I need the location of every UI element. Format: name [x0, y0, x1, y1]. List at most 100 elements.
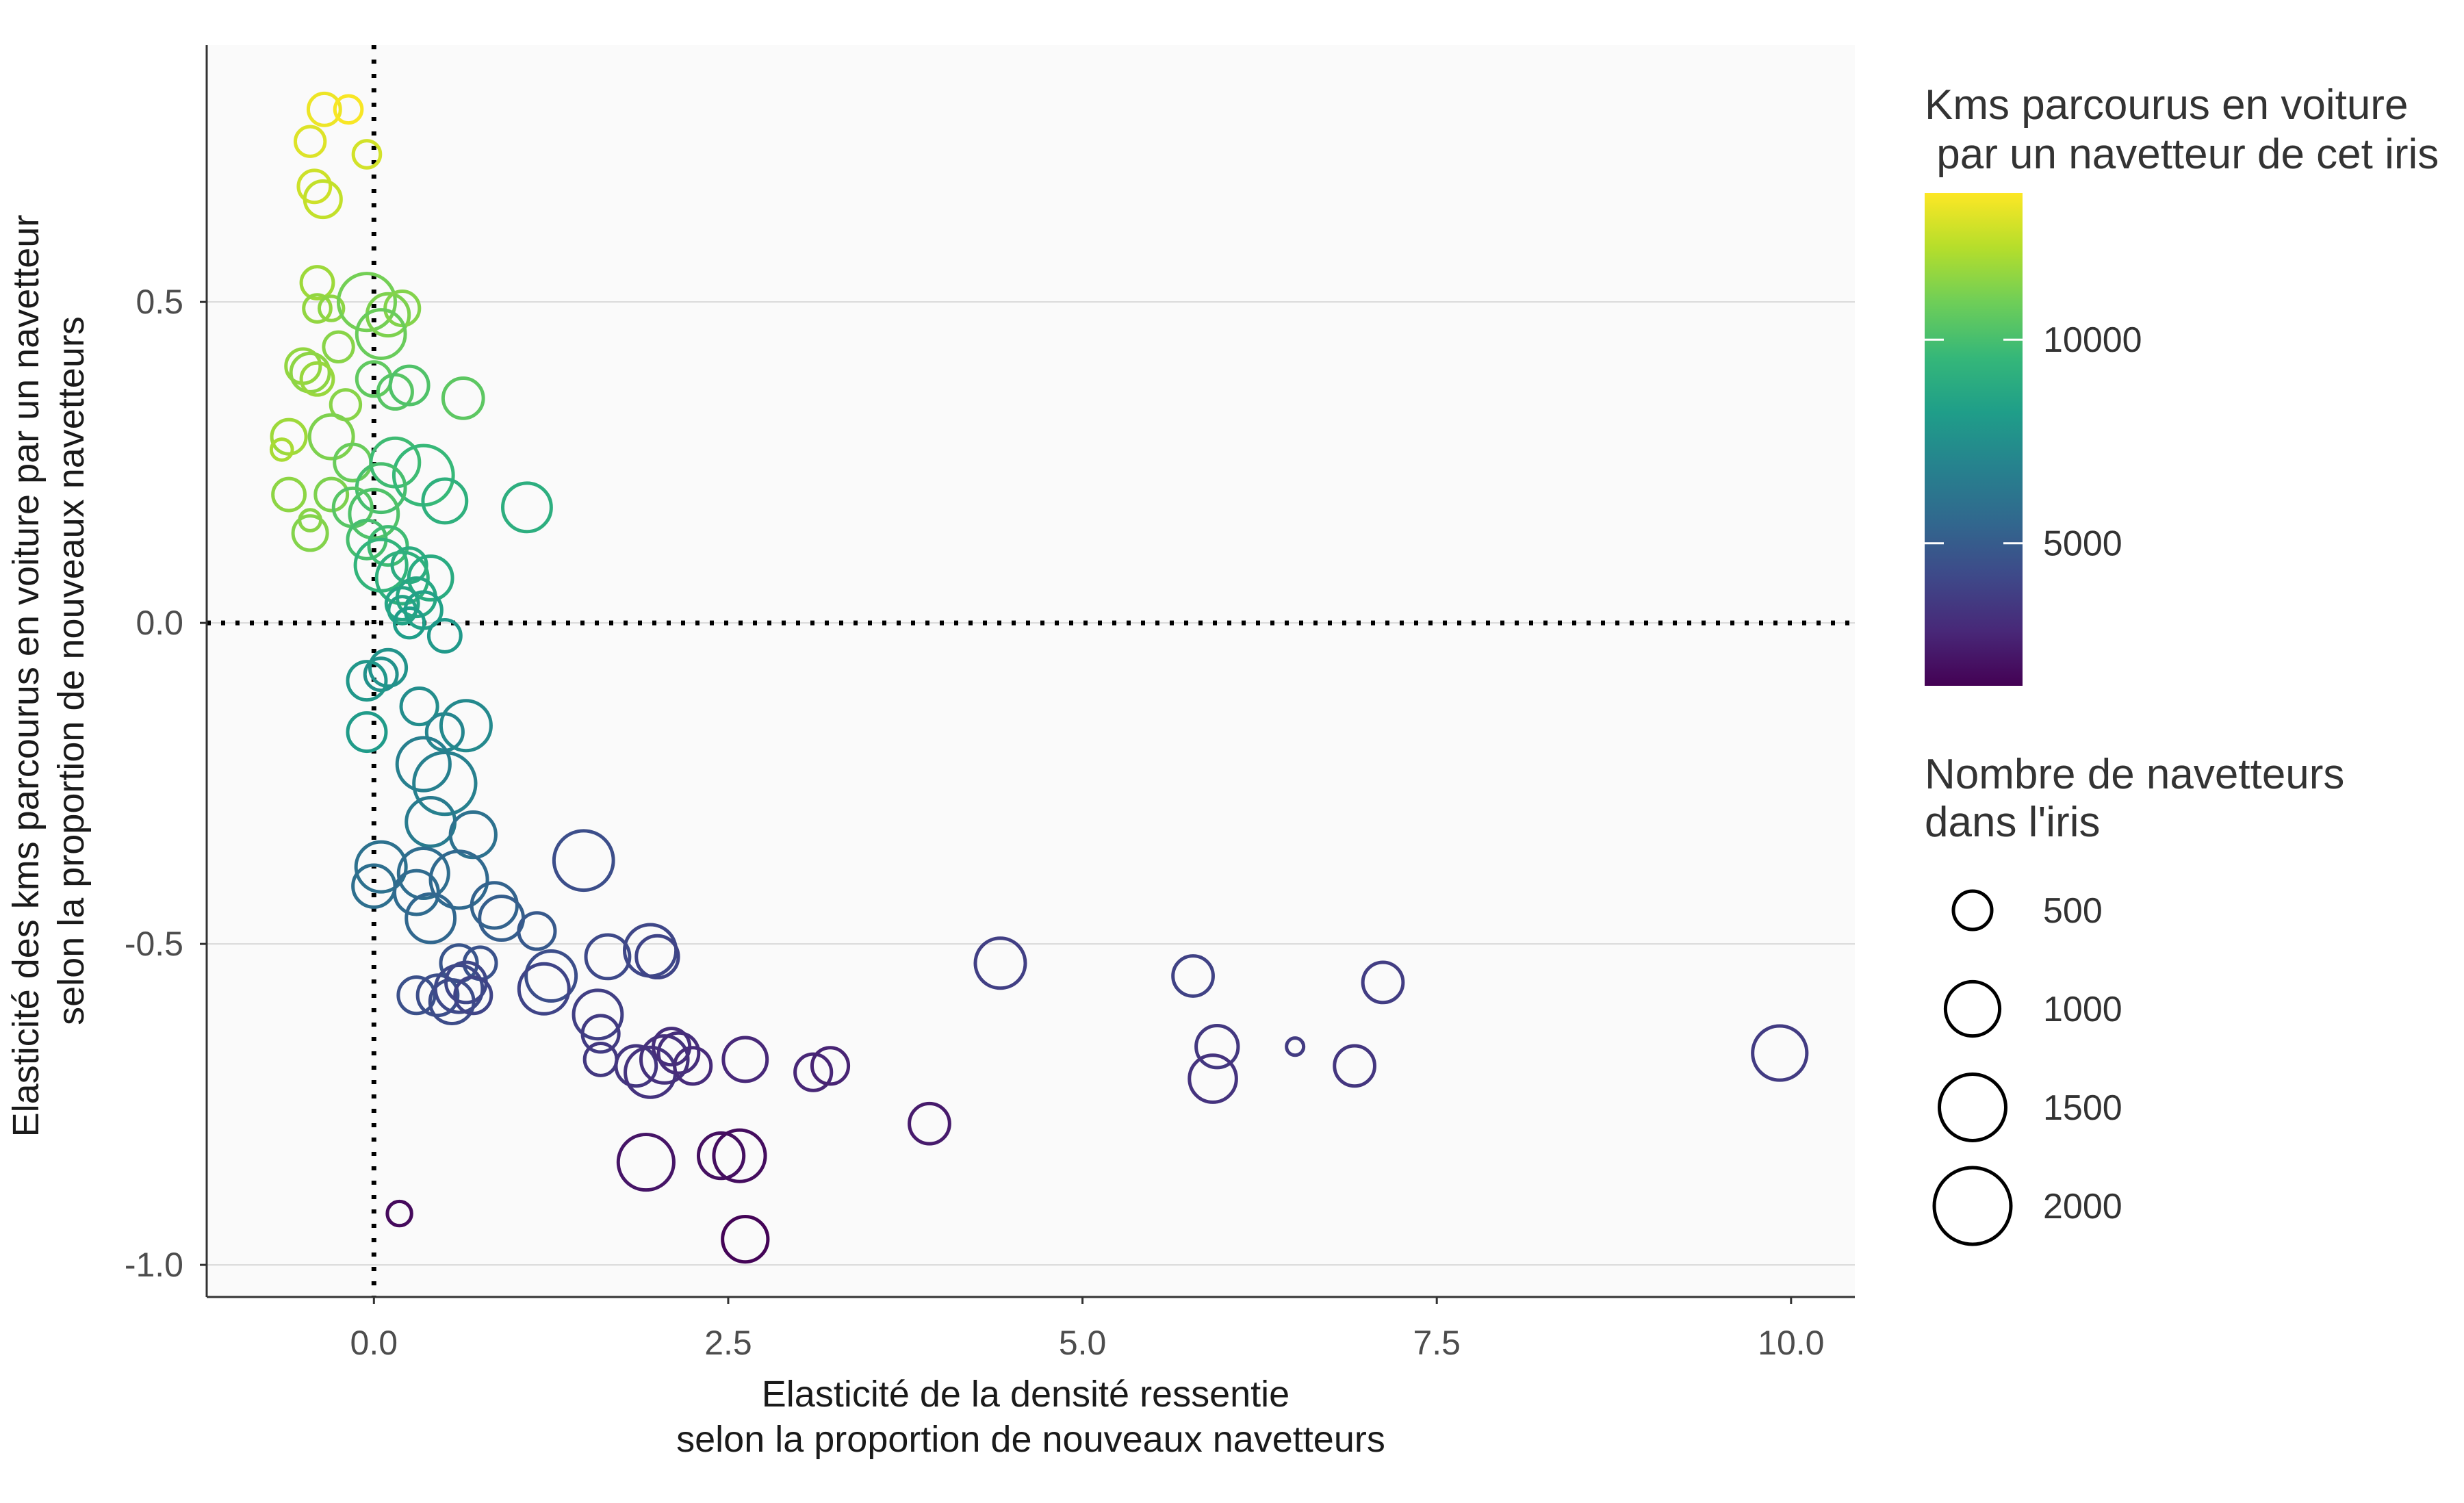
scatter-point: [348, 487, 400, 540]
scatter-point: [303, 179, 343, 220]
scatter-point: [1188, 1053, 1238, 1104]
scatter-point: [1171, 954, 1215, 998]
x-tick-label: 5.0: [1059, 1324, 1107, 1362]
scatter-point: [399, 686, 439, 727]
scatter-point: [721, 1036, 769, 1083]
scatter-point: [572, 988, 624, 1041]
scatter-point: [355, 308, 407, 360]
size-legend-circle: [1943, 979, 2002, 1038]
color-legend-title-line-1: Kms parcourus en voiture: [1925, 81, 2408, 129]
scatter-point: [415, 973, 460, 1018]
scatter-point: [333, 94, 364, 125]
scatter-point: [634, 934, 680, 980]
scatter-point: [388, 364, 431, 407]
scatter-point: [793, 1052, 834, 1092]
y-axis-title-line-1: Elasticité des kms parcourus en voiture …: [5, 215, 47, 1138]
scatter-point: [810, 1046, 851, 1086]
scatter-point: [517, 911, 557, 951]
x-axis-title: Elasticité de la densité ressentie selon…: [676, 1374, 1385, 1460]
scatter-point: [368, 647, 409, 688]
scatter-point: [428, 849, 489, 910]
scatter-point: [296, 168, 333, 205]
scatter-point: [517, 962, 571, 1016]
scatter-point: [395, 736, 452, 793]
size-legend-circle: [1951, 889, 1994, 932]
color-legend-title-line-2: par un navetteur de cet iris: [1925, 131, 2439, 178]
scatter-point: [384, 586, 420, 621]
scatter-point: [393, 869, 440, 916]
scatter-point: [363, 656, 399, 693]
size-legend-circle: [1932, 1166, 2013, 1246]
x-ticks: 0.0 2.5 5.0 7.5 10.0: [350, 1297, 1824, 1362]
scatter-point: [354, 840, 408, 894]
scatter-point: [1361, 960, 1405, 1005]
x-tick-label: 2.5: [704, 1324, 752, 1362]
size-legend-label: 2000: [2043, 1187, 2122, 1226]
scatter-point: [501, 481, 553, 534]
scatter-point: [313, 476, 350, 513]
scatter-point: [973, 936, 1027, 990]
size-legend-title: Nombre de navetteurs dans l'iris: [1925, 751, 2357, 846]
color-legend-title: Kms parcourus en voiture par un navetteu…: [1925, 81, 2439, 178]
scatter-point: [299, 361, 335, 397]
scatter-point: [421, 477, 469, 525]
y-ticks: -1.0 -0.5 0.0 0.5: [125, 283, 207, 1284]
y-tick-label: -1.0: [125, 1246, 183, 1284]
color-legend: Kms parcourus en voiture par un navetteu…: [1925, 81, 2439, 686]
x-tick-label: 7.5: [1413, 1324, 1461, 1362]
plot-panel: [207, 45, 1855, 1297]
scatter-point: [639, 1034, 690, 1085]
reference-lines: [207, 45, 1855, 1297]
scatter-point: [367, 525, 409, 567]
x-axis-title-line-2: selon la proportion de nouveaux navetteu…: [676, 1419, 1385, 1460]
scatter-point: [614, 1044, 658, 1088]
colorbar-tick-label: 10000: [2043, 320, 2142, 360]
scatter-point: [908, 1101, 951, 1146]
scatter-point: [616, 1132, 676, 1192]
scatter-point: [426, 617, 463, 654]
size-legend: Nombre de navetteurs dans l'iris 500 1000…: [1925, 751, 2357, 1246]
scatter-point: [306, 91, 342, 127]
scatter-point: [673, 1046, 713, 1086]
scatter-point: [269, 437, 294, 462]
y-tick-label: 0.0: [136, 604, 183, 642]
y-axis-title: Elasticité des kms parcourus en voiture …: [5, 205, 92, 1138]
scatter-point: [1285, 1036, 1306, 1057]
y-axis-title-line-2: selon la proportion de nouveaux navetteu…: [51, 316, 92, 1025]
y-tick-label: 0.5: [136, 283, 183, 321]
scatter-point: [552, 829, 615, 892]
scatter-point: [448, 810, 498, 860]
scatter-point: [396, 846, 450, 900]
scatter-point: [317, 294, 346, 322]
scatter-point: [584, 933, 632, 981]
x-axis-title-line-1: Elasticité de la densité ressentie: [762, 1374, 1289, 1415]
scatter-point: [291, 514, 329, 552]
size-legend-title-line-1: Nombre de navetteurs: [1925, 751, 2344, 798]
scatter-point: [524, 949, 578, 1003]
scatter-point: [307, 413, 355, 461]
scatter-point: [346, 660, 388, 702]
scatter-point: [271, 476, 307, 513]
scatter-point: [336, 272, 397, 333]
scatter-point: [351, 139, 383, 170]
y-tick-label: -0.5: [125, 925, 183, 963]
scatter-point: [580, 1014, 621, 1054]
x-tick-label: 10.0: [1758, 1324, 1824, 1362]
size-legend-title-line-2: dans l'iris: [1925, 799, 2100, 846]
scatter-point: [712, 1128, 767, 1183]
scatter-point: [453, 975, 493, 1016]
scatter-point: [439, 699, 493, 753]
data-points: [269, 91, 1809, 1264]
scatter-point: [302, 293, 333, 324]
scatter-point: [1751, 1024, 1809, 1082]
colorbar-ticks: 5000 10000: [1925, 320, 2142, 564]
scatter-point: [721, 1214, 770, 1264]
scatter-point: [392, 606, 426, 640]
scatter-point: [1333, 1044, 1376, 1088]
size-legend-keys: 500 1000 1500 2000: [1932, 889, 2122, 1246]
scatter-point: [293, 125, 327, 158]
scatter-point: [322, 330, 355, 364]
scatter-point: [405, 892, 457, 945]
scatter-point: [441, 376, 485, 420]
